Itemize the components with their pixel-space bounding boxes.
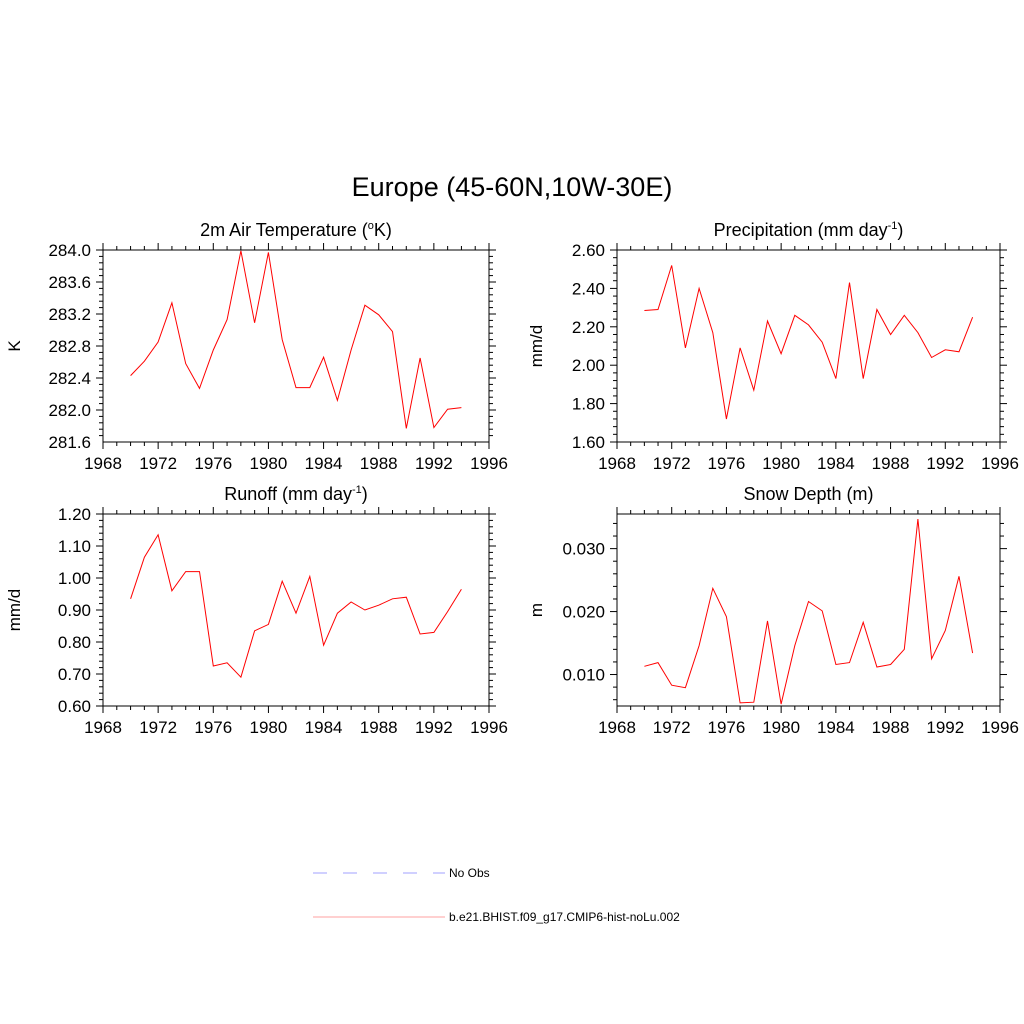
panel-air-temperature-title: 2m Air Temperature (oK) [200, 220, 392, 240]
panel-air-temperature-ylabel: K [5, 340, 24, 352]
x-tick-label: 1972 [653, 454, 691, 473]
panel-runoff-title: Runoff (mm day-1) [224, 484, 368, 504]
x-tick-label: 1992 [926, 454, 964, 473]
y-tick-label: 282.8 [48, 337, 91, 356]
x-tick-label: 1976 [708, 454, 746, 473]
panel-air-temperature: 1968 1972 1976 1980 1984 1988 1992 1996 281.6 282… [5, 220, 508, 473]
y-tick-label: 0.90 [58, 601, 91, 620]
panel-precipitation-title: Precipitation (mm day-1) [714, 220, 904, 240]
x-tick-label: 1968 [598, 454, 636, 473]
x-tick-label: 1988 [360, 454, 398, 473]
x-tick-label: 1968 [598, 718, 636, 737]
title-superscript: o [368, 220, 374, 232]
panel-runoff: 1968 1972 1976 1980 1984 1988 1992 1996 0.60 0.70… [5, 484, 508, 737]
x-tick-label: 1980 [250, 718, 288, 737]
x-tick-label: 1972 [653, 718, 691, 737]
x-tick-label: 1988 [872, 718, 910, 737]
legend: No Obs b.e21.BHIST.f09_g17.CMIP6-hist-no… [313, 866, 680, 924]
y-tick-label: 1.60 [572, 433, 605, 452]
y-tick-label: 1.10 [58, 537, 91, 556]
title-after-text: ) [362, 484, 368, 504]
panel-runoff-ylabel: mm/d [5, 589, 24, 632]
y-tick-label: 282.4 [48, 369, 91, 388]
title-main-text: Snow Depth (m) [743, 484, 873, 504]
panel-precipitation-ylabel: mm/d [527, 325, 546, 368]
x-tick-label: 1996 [981, 718, 1019, 737]
figure-title: Europe (45-60N,10W-30E) [352, 172, 673, 202]
panel-snow-depth-ylabel: m [527, 603, 546, 617]
y-tick-label: 0.030 [562, 540, 605, 559]
x-tick-label: 1988 [360, 718, 398, 737]
x-tick-label: 1992 [415, 454, 453, 473]
title-after-text: K) [374, 220, 392, 240]
y-tick-label: 1.00 [58, 569, 91, 588]
x-tick-label: 1984 [817, 454, 855, 473]
y-tick-label: 2.60 [572, 241, 605, 260]
panel-snow-depth-series-line [644, 518, 974, 705]
x-tick-label: 1992 [926, 718, 964, 737]
x-tick-label: 1996 [470, 454, 508, 473]
x-tick-label: 1984 [817, 718, 855, 737]
y-tick-label: 281.6 [48, 433, 91, 452]
y-tick-label: 282.0 [48, 401, 91, 420]
legend-label-model-run: b.e21.BHIST.f09_g17.CMIP6-hist-noLu.002 [449, 910, 680, 924]
x-tick-label: 1984 [305, 454, 343, 473]
y-tick-label: 284.0 [48, 241, 91, 260]
x-tick-label: 1984 [305, 718, 343, 737]
y-tick-label: 2.40 [572, 279, 605, 298]
panel-runoff-series-line [130, 533, 462, 679]
y-tick-label: 2.20 [572, 318, 605, 337]
y-tick-label: 283.2 [48, 305, 91, 324]
x-tick-label: 1976 [194, 718, 232, 737]
x-tick-label: 1968 [84, 454, 122, 473]
x-tick-label: 1992 [415, 718, 453, 737]
y-tick-label: 0.80 [58, 633, 91, 652]
x-tick-label: 1996 [470, 718, 508, 737]
x-tick-label: 1996 [981, 454, 1019, 473]
x-tick-label: 1976 [708, 718, 746, 737]
title-superscript: -1 [888, 220, 898, 232]
x-tick-label: 1968 [84, 718, 122, 737]
x-tick-label: 1976 [194, 454, 232, 473]
title-after-text: ) [897, 220, 903, 240]
panel-precipitation: 1968 1972 1976 1980 1984 1988 1992 1996 1.60 1.80… [527, 220, 1019, 473]
x-tick-label: 1972 [139, 718, 177, 737]
y-tick-label: 0.010 [562, 666, 605, 685]
title-main-text: Precipitation (mm day [714, 220, 888, 240]
title-main-text: Runoff (mm day [224, 484, 352, 504]
panel-air-temperature-series-line [130, 250, 462, 429]
x-tick-label: 1980 [762, 454, 800, 473]
y-tick-label: 0.020 [562, 603, 605, 622]
y-tick-label: 2.00 [572, 356, 605, 375]
x-tick-label: 1980 [762, 718, 800, 737]
x-tick-label: 1988 [872, 454, 910, 473]
y-tick-label: 1.80 [572, 395, 605, 414]
panel-snow-depth-title: Snow Depth (m) [743, 484, 873, 504]
x-tick-label: 1972 [139, 454, 177, 473]
x-tick-label: 1980 [250, 454, 288, 473]
title-superscript: -1 [352, 484, 362, 496]
legend-label-no-obs: No Obs [449, 866, 490, 880]
y-tick-label: 0.70 [58, 665, 91, 684]
panel-snow-depth: 1968 1972 1976 1980 1984 1988 1992 1996 0.010 0.0… [527, 484, 1019, 737]
y-tick-label: 1.20 [58, 505, 91, 524]
panel-precipitation-series-line [644, 265, 974, 420]
y-tick-label: 0.60 [58, 697, 91, 716]
title-main-text: 2m Air Temperature ( [200, 220, 368, 240]
y-tick-label: 283.6 [48, 273, 91, 292]
